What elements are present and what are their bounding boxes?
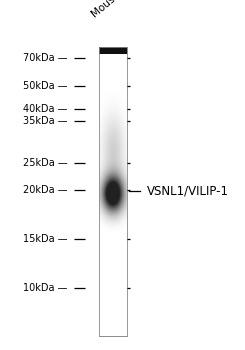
Text: Mouse brain: Mouse brain [90, 0, 145, 19]
Text: 20kDa —: 20kDa — [23, 186, 67, 195]
Text: 15kDa —: 15kDa — [23, 234, 67, 244]
Text: 70kDa —: 70kDa — [23, 53, 67, 63]
Text: 35kDa —: 35kDa — [23, 117, 67, 126]
Bar [98, 47, 127, 336]
Text: VSNL1/VILIP-1: VSNL1/VILIP-1 [147, 184, 229, 197]
Text: 50kDa —: 50kDa — [23, 81, 67, 91]
Text: 10kDa —: 10kDa — [23, 283, 67, 293]
Bar [98, 47, 127, 55]
Text: 40kDa —: 40kDa — [23, 104, 67, 114]
Text: 25kDa —: 25kDa — [23, 158, 67, 168]
Bar [98, 47, 127, 336]
